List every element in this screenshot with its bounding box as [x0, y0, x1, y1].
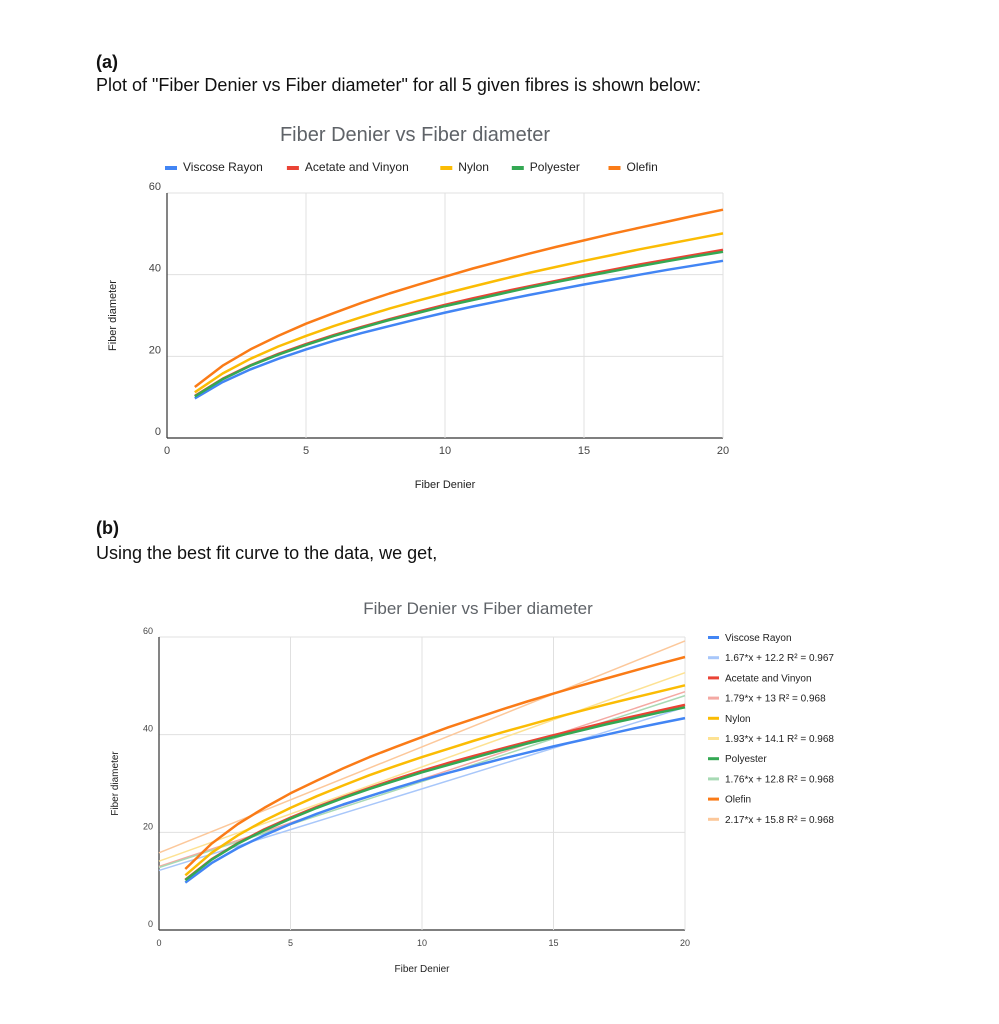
- section-b-heading: (b): [96, 518, 119, 538]
- legend-swatch: [708, 737, 719, 740]
- legend-swatch: [608, 166, 621, 170]
- x-tick-label: 20: [717, 445, 729, 457]
- series-line-olefin: [194, 208, 724, 388]
- legend-label: 1.76*x + 12.8 R² = 0.968: [725, 774, 834, 785]
- legend-label: Nylon: [458, 160, 489, 174]
- x-tick-label: 20: [680, 938, 690, 948]
- y-tick-label: 60: [143, 626, 153, 636]
- legend-swatch: [708, 817, 719, 821]
- legend-swatch: [708, 777, 719, 781]
- chart-title: Fiber Denier vs Fiber diameter: [363, 599, 593, 618]
- legend-label: Viscose Rayon: [183, 160, 263, 174]
- legend-swatch: [286, 166, 299, 170]
- legend-label: 1.79*x + 13 R² = 0.968: [725, 694, 826, 705]
- series-line-polyester: [184, 706, 686, 882]
- legend-swatch: [708, 797, 719, 801]
- x-axis-label: Fiber Denier: [394, 964, 450, 975]
- section-a-text: Plot of "Fiber Denier vs Fiber diameter"…: [96, 75, 702, 95]
- y-axis-label: Fiber diameter: [110, 751, 121, 816]
- x-tick-label: 0: [164, 445, 170, 457]
- legend-swatch: [708, 636, 719, 639]
- legend-label: Viscose Rayon: [725, 633, 792, 644]
- series-line-olefin: [184, 655, 686, 870]
- y-tick-label: 40: [149, 263, 161, 275]
- y-tick-label: 20: [149, 344, 161, 356]
- y-tick-label: 20: [143, 821, 153, 831]
- legend-swatch: [440, 166, 453, 170]
- section-a-heading: (a): [96, 52, 118, 72]
- y-tick-label: 40: [143, 724, 153, 734]
- legend-label: Olefin: [725, 795, 751, 806]
- series-line-nylon: [184, 684, 686, 877]
- legend-swatch: [708, 757, 719, 761]
- y-tick-label: 0: [155, 426, 161, 438]
- x-axis-label: Fiber Denier: [415, 479, 476, 491]
- legend-label: Olefin: [627, 160, 658, 174]
- legend-label: 2.17*x + 15.8 R² = 0.968: [725, 815, 834, 826]
- section-b-text: Using the best fit curve to the data, we…: [96, 543, 438, 563]
- y-axis-label: Fiber diameter: [107, 280, 119, 351]
- legend-swatch: [511, 166, 524, 170]
- x-tick-label: 0: [156, 938, 161, 948]
- x-tick-label: 10: [417, 938, 427, 948]
- legend-swatch: [165, 166, 177, 170]
- series-line-nylon: [194, 232, 724, 394]
- legend-label: Polyester: [725, 754, 767, 765]
- legend-label: Acetate and Vinyon: [725, 673, 812, 684]
- legend-swatch: [708, 716, 719, 720]
- legend-label: Acetate and Vinyon: [305, 160, 409, 174]
- series-line-polyester: [194, 250, 724, 398]
- legend-label: 1.67*x + 12.2 R² = 0.967: [725, 653, 834, 664]
- legend-label: 1.93*x + 14.1 R² = 0.968: [725, 734, 834, 745]
- legend-swatch: [708, 676, 719, 680]
- x-tick-label: 5: [288, 938, 293, 948]
- series-line-viscose-rayon: [184, 716, 686, 884]
- x-tick-label: 10: [439, 445, 451, 457]
- x-tick-label: 15: [548, 938, 558, 948]
- x-tick-label: 5: [303, 445, 309, 457]
- legend-swatch: [708, 696, 719, 700]
- legend-label: Polyester: [530, 160, 580, 174]
- y-tick-label: 0: [148, 919, 153, 929]
- y-tick-label: 60: [149, 181, 161, 193]
- legend-label: Nylon: [725, 714, 751, 725]
- x-tick-label: 15: [578, 445, 590, 457]
- legend-swatch: [708, 656, 719, 660]
- series-line-viscose-rayon: [194, 259, 724, 400]
- chart-title: Fiber Denier vs Fiber diameter: [280, 124, 550, 146]
